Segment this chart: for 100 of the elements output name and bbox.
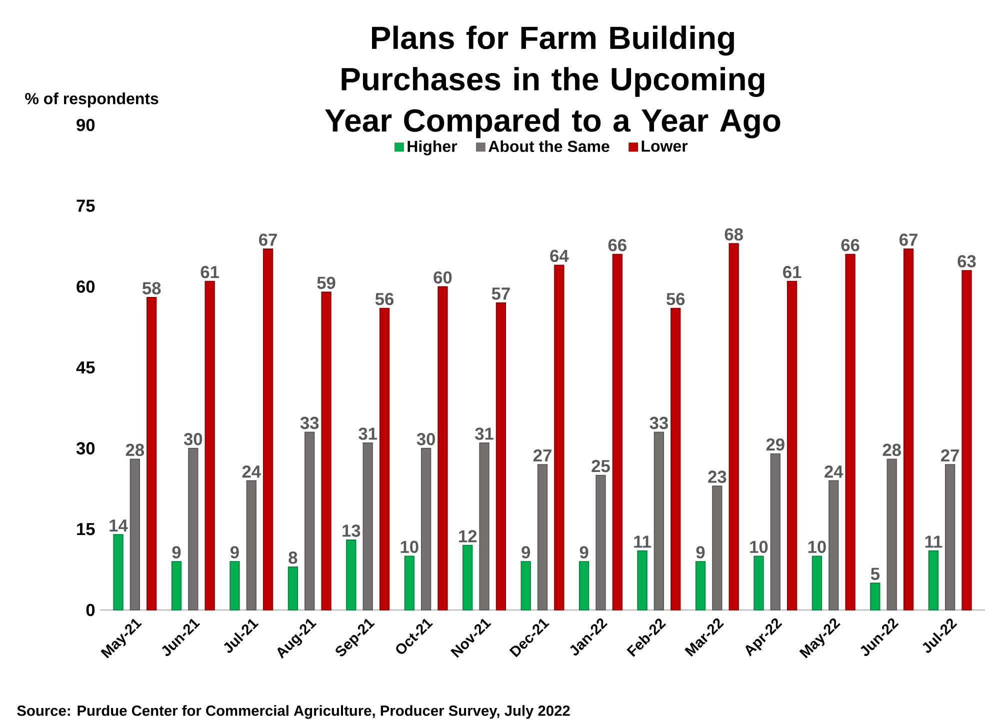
data-label: 14 xyxy=(110,520,128,532)
data-label: 10 xyxy=(808,540,826,554)
bar xyxy=(812,556,822,610)
bar xyxy=(612,254,622,610)
y-axis-title: % of respondents xyxy=(25,92,158,108)
data-label: 9 xyxy=(696,546,705,558)
data-label: 12 xyxy=(459,530,477,542)
bar xyxy=(379,308,390,610)
data-label: 13 xyxy=(342,524,360,537)
bar xyxy=(554,264,564,610)
bar xyxy=(113,534,124,610)
legend-label: Higher xyxy=(408,140,458,156)
data-label: 58 xyxy=(142,282,161,294)
y-tick-label: 60 xyxy=(76,280,95,293)
data-label: 27 xyxy=(941,449,959,462)
data-label: 28 xyxy=(882,444,901,456)
data-label: 29 xyxy=(766,438,784,451)
data-label: 56 xyxy=(666,292,685,306)
data-label: 24 xyxy=(242,465,261,478)
bar xyxy=(870,582,880,610)
bar xyxy=(770,453,780,610)
bar xyxy=(654,432,664,610)
bar xyxy=(945,464,956,610)
bar xyxy=(845,254,856,610)
data-label: 67 xyxy=(259,234,277,246)
y-tick-label: 15 xyxy=(77,523,95,536)
data-label: 11 xyxy=(925,536,942,548)
bar xyxy=(962,270,972,610)
bar xyxy=(520,561,531,610)
bar xyxy=(262,248,274,610)
data-label: 10 xyxy=(400,540,418,554)
bar xyxy=(246,480,256,610)
bar xyxy=(188,448,198,610)
bar xyxy=(479,442,490,610)
data-label: 31 xyxy=(475,428,494,440)
y-tick-label: 30 xyxy=(76,442,95,454)
data-label: 67 xyxy=(900,234,918,246)
bar xyxy=(130,458,140,610)
bar xyxy=(304,432,315,610)
bar xyxy=(204,280,215,610)
data-label: 59 xyxy=(317,276,336,289)
bar xyxy=(579,561,590,610)
bar xyxy=(321,292,332,610)
y-tick-label: 90 xyxy=(76,118,95,132)
bar xyxy=(420,448,432,610)
bar xyxy=(230,561,240,610)
data-label: 30 xyxy=(184,432,202,446)
bar xyxy=(886,458,897,610)
chart-title: Plans for Farm Building Purchases in the Upcoming Year Compared to a Year Ago xyxy=(325,26,780,138)
data-label: 66 xyxy=(841,238,860,252)
source-note: Source: Purdue Center for Commercial Agriculture, Producer Survey, July 2022 xyxy=(17,705,570,719)
bar xyxy=(288,566,298,610)
data-label: 64 xyxy=(550,250,569,262)
bar xyxy=(787,280,798,610)
data-label: 60 xyxy=(434,271,452,284)
bar xyxy=(695,561,706,610)
data-label: 30 xyxy=(416,432,435,446)
data-label: 8 xyxy=(288,552,298,564)
data-label: 33 xyxy=(650,416,668,430)
y-tick-label: 0 xyxy=(86,604,95,616)
y-tick-label: 75 xyxy=(76,200,95,212)
bar xyxy=(496,302,506,610)
bar xyxy=(670,308,681,610)
data-label: 5 xyxy=(870,568,880,580)
data-label: 31 xyxy=(358,428,377,440)
data-label: 66 xyxy=(608,238,626,252)
bar xyxy=(362,442,373,610)
bar xyxy=(462,544,473,610)
data-label: 33 xyxy=(300,416,319,430)
bar xyxy=(903,248,914,610)
bar xyxy=(712,486,722,610)
data-label: 63 xyxy=(958,255,976,268)
data-label: 11 xyxy=(634,536,651,548)
bar xyxy=(404,556,414,610)
data-label: 24 xyxy=(824,465,844,478)
bar xyxy=(438,286,448,610)
bar xyxy=(728,243,739,610)
data-label: 9 xyxy=(172,546,181,558)
data-label: 9 xyxy=(580,546,588,558)
bar xyxy=(146,297,157,610)
data-label: 28 xyxy=(126,444,144,456)
bar xyxy=(596,474,606,610)
y-tick-label: 45 xyxy=(76,361,95,374)
data-label: 61 xyxy=(200,266,219,278)
data-label: 25 xyxy=(592,460,610,472)
data-label: 61 xyxy=(783,266,802,278)
data-label: 68 xyxy=(724,228,743,240)
legend-label: Lower xyxy=(642,140,688,152)
data-label: 23 xyxy=(708,470,726,483)
data-label: 27 xyxy=(533,449,552,462)
data-label: 9 xyxy=(522,546,530,558)
data-label: 9 xyxy=(230,546,239,558)
data-label: 10 xyxy=(750,540,768,554)
legend-label: About the Same xyxy=(488,140,610,152)
bar xyxy=(928,550,938,610)
data-label: 57 xyxy=(492,288,510,300)
bar xyxy=(346,540,356,610)
bar xyxy=(171,561,182,610)
bar xyxy=(537,464,548,610)
bar xyxy=(828,480,839,610)
